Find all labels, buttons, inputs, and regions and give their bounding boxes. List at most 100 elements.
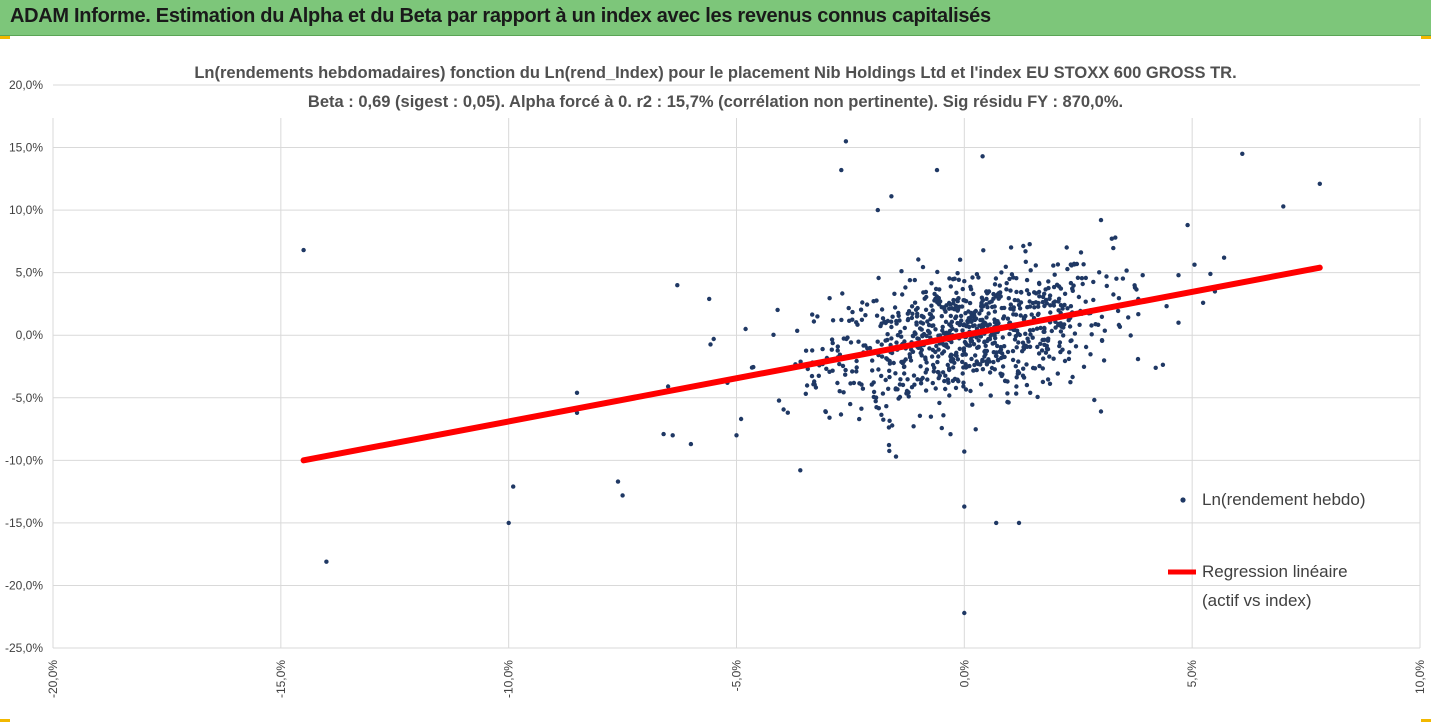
data-point	[1042, 342, 1047, 347]
data-point	[1018, 289, 1024, 295]
data-point	[951, 301, 956, 306]
data-point	[837, 389, 842, 394]
data-point	[824, 366, 829, 371]
y-tick-label: -5,0%	[12, 391, 44, 405]
data-point	[776, 398, 782, 403]
data-point	[1028, 390, 1033, 395]
data-point	[991, 359, 996, 365]
data-point	[870, 358, 875, 363]
data-point	[963, 341, 968, 346]
data-point	[945, 345, 951, 350]
y-tick-label: 20,0%	[9, 78, 43, 92]
data-point	[886, 386, 891, 391]
data-point	[1014, 276, 1019, 281]
data-point	[1136, 312, 1141, 317]
data-point	[1068, 262, 1074, 267]
data-point	[933, 386, 938, 391]
data-point	[951, 365, 956, 370]
data-point	[893, 386, 898, 391]
data-point	[1054, 282, 1060, 287]
data-point	[905, 311, 910, 316]
data-point	[1014, 384, 1019, 389]
data-point	[1037, 281, 1042, 287]
data-point	[984, 315, 989, 320]
data-point	[963, 352, 968, 357]
y-tick-label: -15,0%	[5, 516, 43, 530]
data-point	[983, 343, 988, 348]
data-point	[967, 300, 973, 306]
data-point	[1126, 315, 1131, 320]
data-point	[880, 391, 886, 396]
data-point	[960, 371, 965, 376]
data-point	[1012, 297, 1017, 303]
data-point	[905, 317, 911, 323]
data-point	[1317, 181, 1323, 186]
data-point	[301, 247, 306, 253]
data-point	[839, 317, 844, 323]
data-point	[827, 415, 832, 420]
data-point	[1016, 340, 1021, 345]
data-point	[1051, 356, 1056, 361]
data-point	[932, 365, 937, 370]
data-point	[1024, 277, 1030, 283]
data-point	[926, 322, 932, 328]
data-point	[1070, 286, 1075, 291]
data-point	[952, 307, 957, 312]
data-point	[1031, 327, 1036, 333]
data-point	[1104, 274, 1109, 279]
data-point	[940, 324, 945, 330]
data-point	[771, 332, 776, 337]
data-point	[1028, 268, 1033, 273]
data-point	[1164, 304, 1169, 309]
data-point	[892, 305, 898, 310]
data-point	[923, 357, 928, 362]
data-point	[815, 314, 820, 319]
data-point	[1176, 273, 1181, 278]
data-point	[1056, 299, 1061, 304]
data-point	[1099, 314, 1105, 319]
data-point	[803, 391, 808, 396]
data-point	[749, 365, 755, 370]
data-point	[1208, 271, 1213, 277]
y-tick-label: -20,0%	[5, 578, 43, 592]
x-tick-label: -15,0%	[274, 660, 288, 698]
data-point	[1000, 335, 1005, 340]
data-point	[984, 302, 989, 307]
data-point	[1036, 311, 1041, 316]
corner-accent-bottom-left	[0, 719, 10, 722]
corner-accent-right	[1421, 36, 1431, 39]
data-point	[891, 360, 896, 366]
data-point	[933, 349, 938, 355]
data-point	[871, 394, 876, 400]
data-point	[1003, 264, 1008, 269]
data-point	[987, 322, 992, 327]
data-point	[875, 207, 880, 213]
data-point	[1001, 314, 1007, 319]
data-point	[851, 380, 857, 386]
corner-accent-bottom-right	[1421, 719, 1431, 722]
data-point	[947, 276, 952, 281]
data-point	[988, 393, 993, 398]
data-point	[1013, 364, 1018, 369]
data-point	[1014, 391, 1019, 396]
data-point	[688, 441, 694, 447]
data-point	[1040, 366, 1046, 371]
data-point	[1023, 259, 1028, 264]
data-point	[968, 336, 973, 342]
data-point	[900, 382, 906, 388]
data-point	[920, 264, 926, 270]
data-point	[1044, 346, 1050, 351]
data-point	[1041, 356, 1046, 361]
data-point	[922, 296, 927, 301]
y-tick-label: -25,0%	[5, 641, 43, 655]
data-point	[871, 389, 877, 395]
data-point	[909, 304, 915, 309]
data-point	[876, 275, 881, 281]
data-point	[1015, 371, 1020, 376]
data-point	[848, 340, 854, 345]
x-tick-label: 0,0%	[957, 660, 971, 688]
data-point	[1113, 235, 1118, 240]
data-point	[874, 405, 879, 410]
data-point	[1055, 262, 1061, 267]
data-point	[506, 520, 511, 526]
